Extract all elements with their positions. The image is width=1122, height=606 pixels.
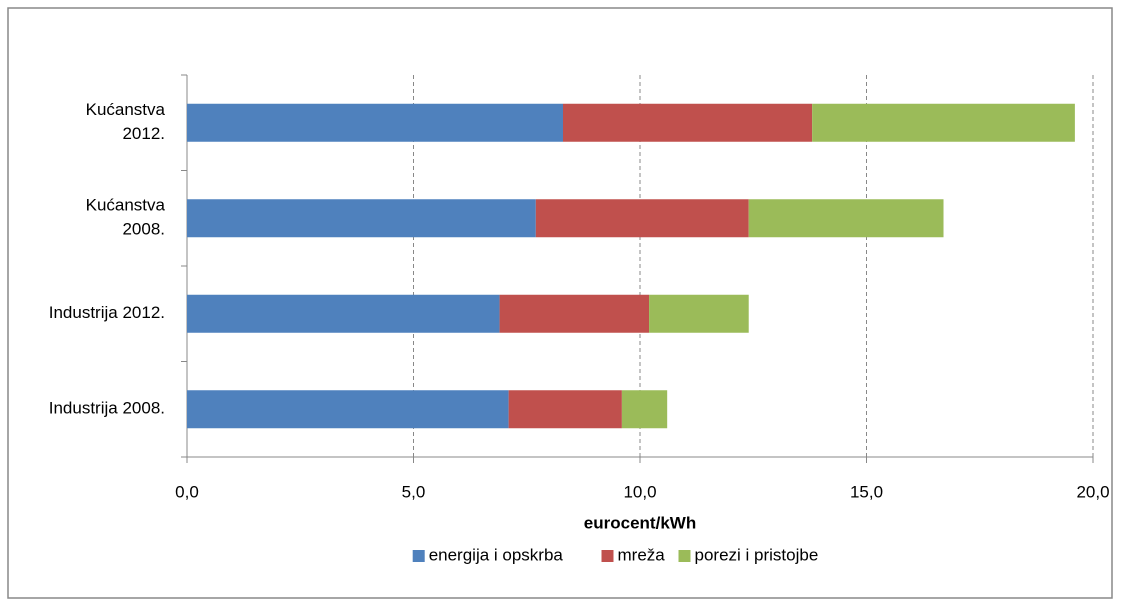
bar-segment xyxy=(187,103,563,142)
x-axis-label: eurocent/kWh xyxy=(584,513,696,532)
y-tick-label: Industrija 2012. xyxy=(49,303,165,322)
y-tick-label: Industrija 2008. xyxy=(49,399,165,418)
legend-swatch xyxy=(678,550,691,562)
bar-segment xyxy=(187,294,500,333)
bar-segment xyxy=(812,103,1075,142)
bar-segment xyxy=(499,294,650,333)
y-tick-label: Kućanstva 2008. xyxy=(86,196,166,239)
legend-swatch xyxy=(601,550,614,562)
bar-segment xyxy=(187,199,536,238)
x-tick-label: 5,0 xyxy=(402,482,426,501)
legend-label: mreža xyxy=(618,545,666,564)
legend-swatch xyxy=(412,550,425,562)
bar-segment xyxy=(508,390,622,429)
bar-segment xyxy=(562,103,813,142)
y-tick-label: Kućanstva 2012. xyxy=(86,100,166,143)
x-tick-label: 15,0 xyxy=(850,482,883,501)
bar-segment xyxy=(649,294,749,333)
bar-segment xyxy=(535,199,749,238)
x-tick-label: 10,0 xyxy=(623,482,656,501)
legend-label: porezi i pristojbe xyxy=(695,545,819,564)
bar-segment xyxy=(748,199,944,238)
bar-segment xyxy=(187,390,509,429)
bar-segment xyxy=(621,390,668,429)
x-tick-label: 0,0 xyxy=(175,482,199,501)
legend-label: energija i opskrba xyxy=(429,545,564,564)
x-tick-label: 20,0 xyxy=(1076,482,1109,501)
